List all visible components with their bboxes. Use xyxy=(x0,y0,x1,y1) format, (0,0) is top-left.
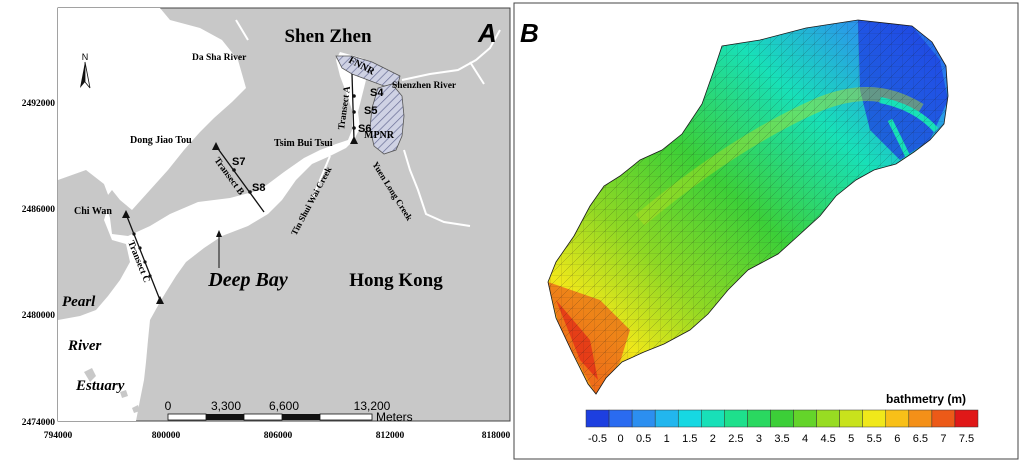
scale-label-13200: 13,200 xyxy=(354,399,391,413)
x-axis-ticks: 794000 800000 806000 812000 818000 xyxy=(44,431,511,441)
colorbar xyxy=(585,409,979,428)
colorbar-swatch xyxy=(631,409,656,428)
colorbar-title: bathmetry (m) xyxy=(886,392,966,406)
rivers xyxy=(235,19,501,227)
colorbar-swatch xyxy=(816,409,840,428)
colorbar-swatch xyxy=(770,409,794,428)
colorbar-tick-label: 5 xyxy=(848,433,854,445)
colorbar-tick-label: 6.5 xyxy=(913,433,928,445)
colorbar-tick-label: 4.5 xyxy=(820,433,835,445)
colorbar-swatch xyxy=(585,409,610,428)
transect-c-line xyxy=(125,213,161,301)
colorbar-tick-label: 7 xyxy=(940,433,946,445)
label-da-sha-river: Da Sha River xyxy=(192,53,247,63)
colorbar-tick-label: 3.5 xyxy=(774,433,789,445)
x-tick-806000: 806000 xyxy=(264,431,293,441)
colorbar-swatch xyxy=(954,409,979,428)
colorbar-swatch xyxy=(885,409,910,428)
x-tick-812000: 812000 xyxy=(376,431,405,441)
colorbar-tick-label: 1.5 xyxy=(682,433,697,445)
colorbar-tick-label: 6 xyxy=(894,433,900,445)
colorbar-swatch xyxy=(839,409,863,428)
north-label: N xyxy=(82,52,89,62)
colorbar-swatch xyxy=(654,409,679,428)
fnnr-area xyxy=(335,55,401,87)
mpnr-area xyxy=(369,83,405,155)
y-axis-ticks: 2492000 2486000 2480000 2474000 xyxy=(22,99,56,428)
water-body xyxy=(58,8,372,421)
label-shenzhen-river: Shenzhen River xyxy=(392,81,457,91)
station-s4: S4 xyxy=(370,87,384,99)
scale-unit: Meters xyxy=(376,410,413,424)
transect-markers xyxy=(122,94,358,304)
colorbar-swatch xyxy=(677,409,702,428)
colorbar-swatch xyxy=(793,409,817,428)
colorbar-tick-label: 0 xyxy=(618,433,624,445)
island xyxy=(120,390,128,398)
label-pearl: Pearl xyxy=(62,294,96,310)
x-tick-800000: 800000 xyxy=(152,431,181,441)
panel-b-letter: B xyxy=(520,18,539,48)
label-chi-wan: Chi Wan xyxy=(74,206,112,217)
y-tick-2486000: 2486000 xyxy=(22,205,56,215)
colorbar-swatch xyxy=(908,409,933,428)
mesh-outline xyxy=(547,19,949,395)
label-mpnr: MPNR xyxy=(364,130,395,141)
label-hong-kong: Hong Kong xyxy=(349,270,443,291)
label-river: River xyxy=(67,338,101,354)
island xyxy=(132,405,140,413)
scale-bar: 0 3,300 6,600 13,200 Meters xyxy=(165,399,413,424)
colorbar-tick-label: 1 xyxy=(664,433,670,445)
colorbar-swatch xyxy=(701,409,725,428)
y-tick-2480000: 2480000 xyxy=(22,311,56,321)
colorbar-ticks: -0.5 0 0.5 1 1.5 2 2.5 3 3.5 4 4.5 5 5.5 6 6.5 7 7.5 xyxy=(588,433,974,445)
colorbar-swatch xyxy=(608,409,633,428)
colorbar-tick-label: 4 xyxy=(802,433,808,445)
label-estuary: Estuary xyxy=(75,378,125,394)
label-dong-jiao-tou: Dong Jiao Tou xyxy=(130,135,192,146)
colorbar-tick-label: 7.5 xyxy=(959,433,974,445)
colorbar-swatch xyxy=(931,409,956,428)
station-s6: S6 xyxy=(358,123,371,135)
y-tick-2492000: 2492000 xyxy=(22,99,56,109)
colorbar-swatch xyxy=(747,409,771,428)
panel-a-map: N Shen Zhen Hong Kong Deep Bay Pearl Riv… xyxy=(22,7,511,441)
colorbar-tick-label: 2 xyxy=(710,433,716,445)
colorbar-tick-label: 5.5 xyxy=(867,433,882,445)
label-deep-bay: Deep Bay xyxy=(207,269,288,291)
x-tick-794000: 794000 xyxy=(44,431,73,441)
panel-a-letter: A xyxy=(477,18,497,48)
colorbar-swatch xyxy=(862,409,887,428)
station-s5: S5 xyxy=(364,105,377,117)
colorbar-tick-label: 2.5 xyxy=(728,433,743,445)
land-west xyxy=(58,170,130,320)
island xyxy=(84,368,96,382)
x-tick-818000: 818000 xyxy=(482,431,511,441)
scale-label-0: 0 xyxy=(165,399,172,413)
label-shen-zhen: Shen Zhen xyxy=(284,26,372,47)
colorbar-tick-label: 3 xyxy=(756,433,762,445)
y-tick-2474000: 2474000 xyxy=(22,418,56,428)
scale-label-3300: 3,300 xyxy=(211,399,241,413)
north-arrow-icon: N xyxy=(80,52,91,89)
panel-b-bathymetry: B bathmetry (m) -0.5 0 0.5 1 1.5 2 2.5 3 3.5 4 4.5… xyxy=(513,2,1019,460)
colorbar-swatch xyxy=(724,409,748,428)
colorbar-tick-label: -0.5 xyxy=(588,433,607,445)
transect-b-line xyxy=(215,145,265,213)
scale-label-6600: 6,600 xyxy=(269,399,299,413)
station-s7: S7 xyxy=(232,156,245,168)
colorbar-tick-label: 0.5 xyxy=(636,433,651,445)
station-s8: S8 xyxy=(252,182,265,194)
label-tsim-bui-tsui: Tsim Bui Tsui xyxy=(274,138,333,149)
